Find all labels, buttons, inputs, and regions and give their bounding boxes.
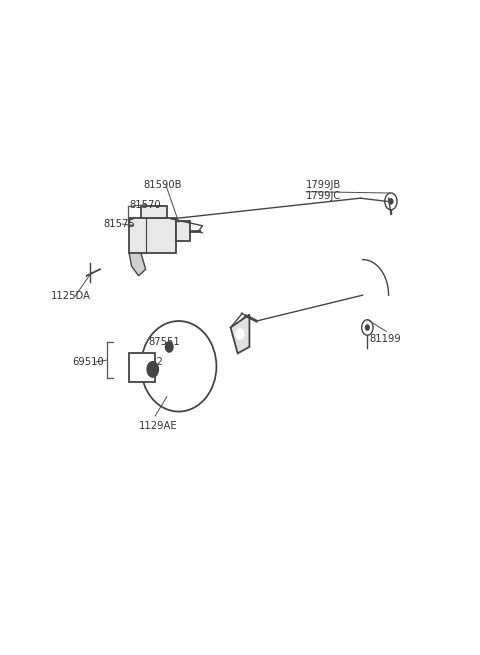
Text: 79552: 79552 <box>132 357 163 367</box>
Text: 1799JC: 1799JC <box>306 191 341 201</box>
Polygon shape <box>129 253 145 276</box>
Text: 81575: 81575 <box>103 219 135 229</box>
Polygon shape <box>230 314 250 353</box>
Text: 69510: 69510 <box>72 357 104 367</box>
Bar <box>141 206 167 217</box>
Circle shape <box>166 342 173 352</box>
Circle shape <box>236 329 244 339</box>
Bar <box>129 217 176 253</box>
Text: 1799JB: 1799JB <box>306 180 341 190</box>
Text: 87551: 87551 <box>148 337 180 347</box>
Text: 81570: 81570 <box>129 200 161 210</box>
Circle shape <box>365 325 369 330</box>
Text: 81590B: 81590B <box>144 180 182 190</box>
Text: 1125DA: 1125DA <box>51 291 91 301</box>
Ellipse shape <box>141 321 216 411</box>
Bar <box>129 353 155 383</box>
Text: 1129AE: 1129AE <box>139 421 177 431</box>
Circle shape <box>389 199 393 204</box>
Circle shape <box>147 362 158 377</box>
Text: 81199: 81199 <box>370 334 401 344</box>
Bar <box>176 221 191 240</box>
